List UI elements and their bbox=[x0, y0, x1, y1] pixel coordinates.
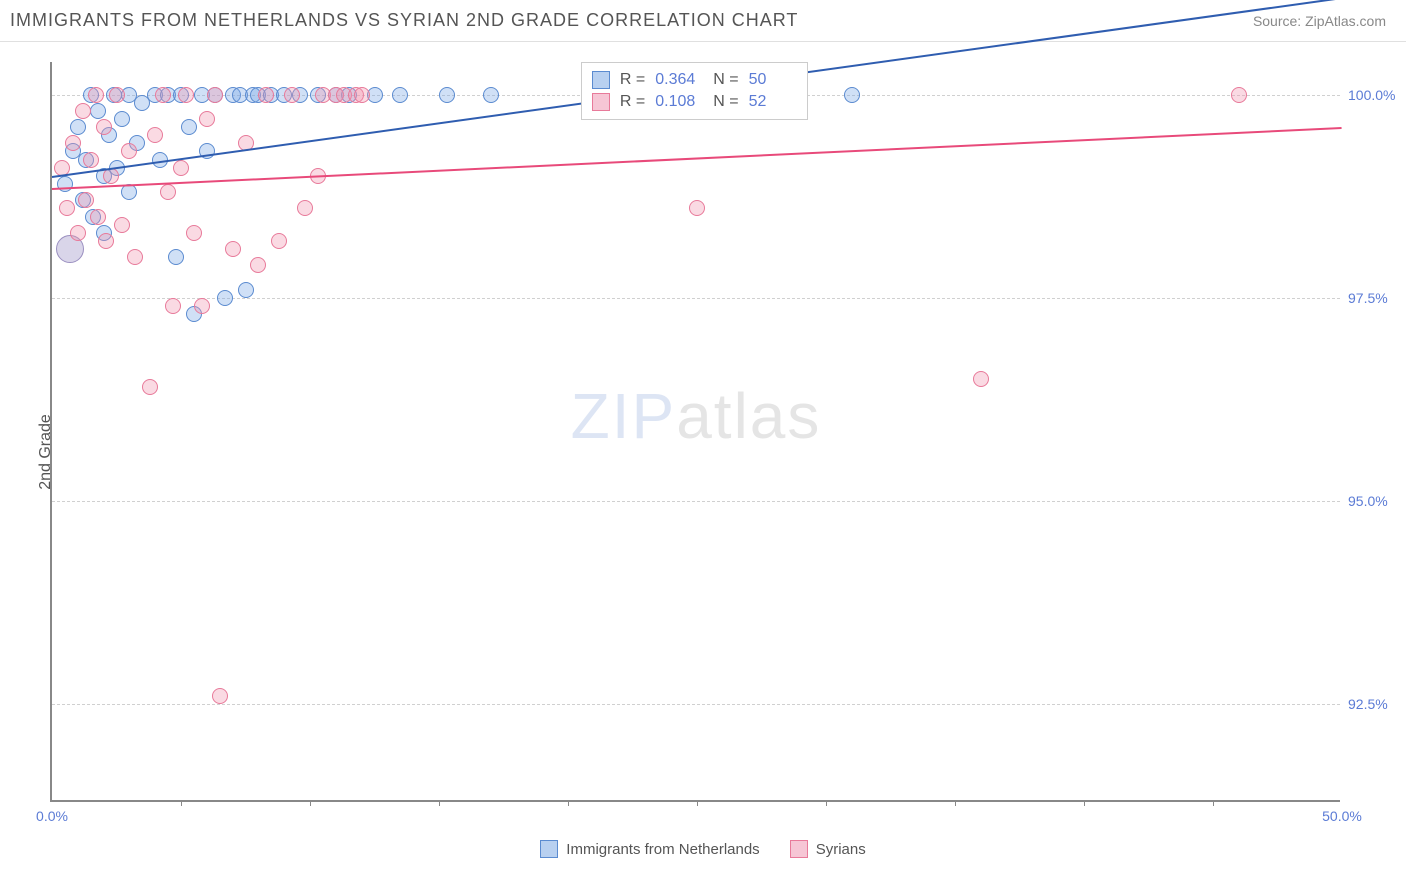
scatter-point bbox=[96, 119, 112, 135]
scatter-point bbox=[186, 225, 202, 241]
legend-label: Immigrants from Netherlands bbox=[566, 841, 759, 858]
scatter-point bbox=[181, 119, 197, 135]
scatter-point bbox=[212, 688, 228, 704]
scatter-point bbox=[225, 241, 241, 257]
plot-area: ZIPatlas 92.5%95.0%97.5%100.0%0.0%50.0%R… bbox=[50, 62, 1340, 802]
stats-box: R = 0.364 N = 50 R = 0.108 N = 52 bbox=[581, 62, 808, 120]
xtick-label: 50.0% bbox=[1322, 808, 1362, 824]
scatter-point bbox=[207, 87, 223, 103]
stats-swatch bbox=[592, 71, 610, 89]
xtick-mark bbox=[1213, 800, 1214, 806]
scatter-point bbox=[114, 217, 130, 233]
scatter-point bbox=[199, 111, 215, 127]
scatter-point bbox=[142, 379, 158, 395]
scatter-point bbox=[271, 233, 287, 249]
stat-r-value: 0.364 bbox=[655, 71, 703, 89]
scatter-point bbox=[689, 200, 705, 216]
scatter-point bbox=[88, 87, 104, 103]
scatter-point bbox=[284, 87, 300, 103]
legend-label: Syrians bbox=[816, 841, 866, 858]
watermark-part1: ZIP bbox=[571, 380, 677, 452]
scatter-point bbox=[160, 184, 176, 200]
scatter-point bbox=[168, 249, 184, 265]
xtick-mark bbox=[826, 800, 827, 806]
legend-item: Immigrants from Netherlands bbox=[540, 840, 759, 858]
stat-r-label: R = bbox=[620, 71, 645, 89]
stat-r-label: R = bbox=[620, 93, 645, 111]
ytick-label: 100.0% bbox=[1348, 87, 1398, 103]
scatter-point bbox=[483, 87, 499, 103]
scatter-point bbox=[98, 233, 114, 249]
stat-r-value: 0.108 bbox=[655, 93, 703, 111]
gridline-h bbox=[52, 704, 1340, 705]
scatter-point bbox=[155, 87, 171, 103]
xtick-mark bbox=[955, 800, 956, 806]
scatter-point bbox=[178, 87, 194, 103]
chart-container: 2nd Grade ZIPatlas 92.5%95.0%97.5%100.0%… bbox=[0, 42, 1406, 862]
stat-n-label: N = bbox=[713, 71, 738, 89]
scatter-point bbox=[70, 225, 86, 241]
stats-row: R = 0.364 N = 50 bbox=[592, 69, 797, 91]
scatter-point bbox=[1231, 87, 1247, 103]
ytick-label: 97.5% bbox=[1348, 290, 1398, 306]
legend-swatch bbox=[790, 840, 808, 858]
scatter-point bbox=[114, 111, 130, 127]
xtick-mark bbox=[1084, 800, 1085, 806]
stat-n-value: 50 bbox=[749, 71, 797, 89]
stat-n-value: 52 bbox=[749, 93, 797, 111]
legend-item: Syrians bbox=[790, 840, 866, 858]
scatter-point bbox=[121, 143, 137, 159]
chart-title: IMMIGRANTS FROM NETHERLANDS VS SYRIAN 2N… bbox=[10, 10, 798, 31]
scatter-point bbox=[238, 282, 254, 298]
stats-swatch bbox=[592, 93, 610, 111]
scatter-point bbox=[75, 103, 91, 119]
scatter-point bbox=[439, 87, 455, 103]
watermark: ZIPatlas bbox=[571, 379, 822, 453]
scatter-point bbox=[127, 249, 143, 265]
gridline-h bbox=[52, 298, 1340, 299]
gridline-h bbox=[52, 501, 1340, 502]
scatter-point bbox=[354, 87, 370, 103]
xtick-mark bbox=[181, 800, 182, 806]
scatter-point bbox=[109, 87, 125, 103]
source-label: Source: ZipAtlas.com bbox=[1253, 13, 1386, 29]
scatter-point bbox=[65, 135, 81, 151]
xtick-mark bbox=[439, 800, 440, 806]
scatter-point bbox=[165, 298, 181, 314]
scatter-point bbox=[83, 152, 99, 168]
scatter-point bbox=[297, 200, 313, 216]
xtick-label: 0.0% bbox=[36, 808, 68, 824]
scatter-point bbox=[90, 209, 106, 225]
scatter-point bbox=[392, 87, 408, 103]
scatter-point bbox=[844, 87, 860, 103]
stat-n-label: N = bbox=[713, 93, 738, 111]
scatter-point bbox=[250, 257, 266, 273]
legend-swatch bbox=[540, 840, 558, 858]
stats-row: R = 0.108 N = 52 bbox=[592, 91, 797, 113]
scatter-point bbox=[70, 119, 86, 135]
scatter-point bbox=[147, 127, 163, 143]
xtick-mark bbox=[310, 800, 311, 806]
scatter-point bbox=[973, 371, 989, 387]
scatter-point bbox=[90, 103, 106, 119]
xtick-mark bbox=[568, 800, 569, 806]
header: IMMIGRANTS FROM NETHERLANDS VS SYRIAN 2N… bbox=[0, 0, 1406, 42]
watermark-part2: atlas bbox=[676, 380, 821, 452]
scatter-point bbox=[194, 298, 210, 314]
scatter-point bbox=[217, 290, 233, 306]
xtick-mark bbox=[697, 800, 698, 806]
scatter-point bbox=[59, 200, 75, 216]
ytick-label: 95.0% bbox=[1348, 493, 1398, 509]
ytick-label: 92.5% bbox=[1348, 696, 1398, 712]
scatter-point bbox=[258, 87, 274, 103]
legend: Immigrants from Netherlands Syrians bbox=[0, 840, 1406, 858]
scatter-point bbox=[78, 192, 94, 208]
scatter-point bbox=[173, 160, 189, 176]
